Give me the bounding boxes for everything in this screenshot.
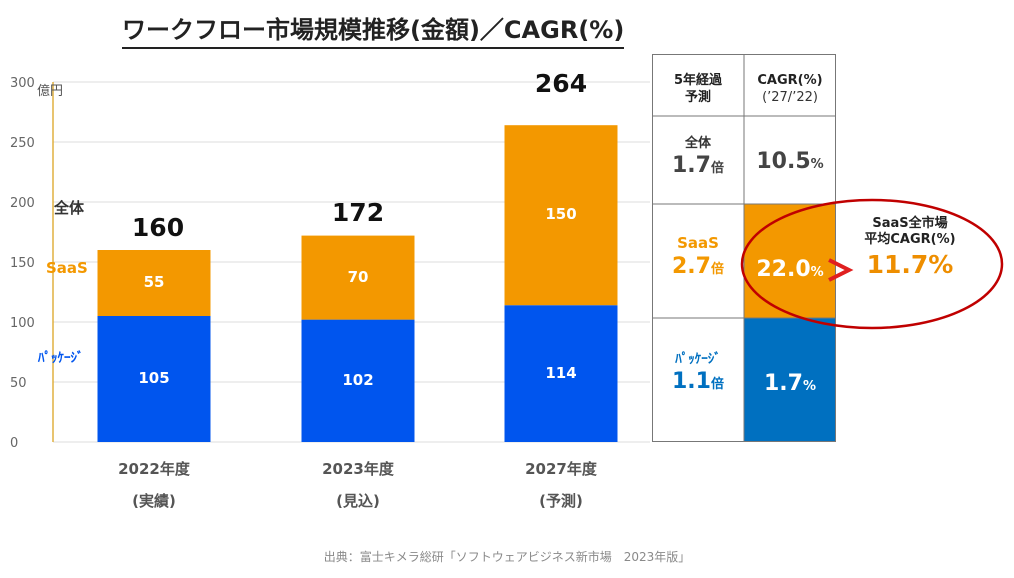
- page-title: ワークフロー市場規模推移(金額)／CAGR(%): [122, 10, 625, 49]
- total-multiple-unit: 倍: [710, 161, 724, 176]
- table-row-package-multiple-value: 1.1倍: [652, 369, 744, 394]
- y-tick-label: 100: [10, 316, 35, 331]
- x-axis-category-year: 2022年度: [118, 460, 190, 478]
- total-cagr-unit: %: [810, 157, 824, 172]
- saas-multiple-number: 2.7: [672, 254, 711, 279]
- x-axis-category-note: (予測): [539, 492, 583, 510]
- package-cagr-cell-fill: [744, 318, 836, 442]
- source-note: 出典：富士キメラ総研「ソフトウェアビジネス新市場 2023年版」: [323, 550, 691, 564]
- saas-multiple-unit: 倍: [710, 262, 724, 277]
- bar-total-label: 172: [331, 197, 385, 227]
- x-axis-category-note: (見込): [336, 492, 380, 510]
- callout-title: SaaS全市場 平均CAGR(%): [825, 216, 995, 248]
- bar-series: [97, 125, 618, 442]
- saas-cagr-unit: %: [810, 265, 824, 280]
- saas-average-cagr-callout: SaaS全市場 平均CAGR(%) 11.7%: [825, 216, 995, 279]
- package-cagr-unit: %: [802, 379, 816, 394]
- table-row-saas-cagr: 22.0%: [744, 257, 836, 282]
- callout-title-line2: 平均CAGR(%): [864, 232, 956, 247]
- bar-value-label-package: 114: [545, 363, 577, 382]
- legend-label-saas: SaaS: [46, 259, 88, 277]
- table-row-saas-multiple-value: 2.7倍: [652, 254, 744, 279]
- y-tick-label: 50: [10, 376, 27, 391]
- x-axis-category-note: (実績): [132, 492, 176, 510]
- table-header-cagr-line2: (’27/’22): [762, 90, 818, 105]
- bar-value-label-saas: 55: [143, 273, 165, 291]
- bar-saas-0: [97, 250, 211, 316]
- callout-title-line1: SaaS全市場: [872, 216, 948, 231]
- bar-saas-2: [504, 125, 618, 306]
- table-row-total-label: 全体: [684, 136, 711, 151]
- y-tick-label: 200: [10, 196, 35, 211]
- package-cagr-number: 1.7: [763, 371, 803, 396]
- bar-value-label-saas: 150: [545, 205, 577, 224]
- bar-package-1: [301, 319, 415, 442]
- bar-value-label-saas: 70: [347, 267, 369, 286]
- total-cagr-number: 10.5: [756, 149, 811, 174]
- y-axis-unit-label: 億円: [37, 84, 64, 99]
- table-row-saas-label: SaaS: [677, 234, 719, 252]
- table-row-total-multiple: 全体 1.7倍: [652, 132, 744, 178]
- bar-package-0: [97, 316, 211, 442]
- bar-saas-1: [301, 235, 415, 320]
- table-header-5yr: 5年経過 予測: [652, 72, 744, 106]
- table-header-cagr-line1: CAGR(%): [757, 73, 823, 88]
- bar-value-label-package: 105: [138, 369, 170, 387]
- x-axis-category-year: 2023年度: [322, 460, 394, 478]
- table-header-5yr-line2: 予測: [684, 90, 711, 105]
- table-row-package-label: ﾊﾟｯｹｰｼﾞ: [675, 352, 721, 367]
- table-row-total-cagr: 10.5%: [744, 149, 836, 174]
- total-multiple-number: 1.7: [672, 153, 711, 178]
- y-axis-ticks: 0 50 100 150 200 250 300: [10, 76, 35, 451]
- y-tick-label: 250: [10, 136, 35, 151]
- package-multiple-unit: 倍: [710, 377, 724, 392]
- package-multiple-number: 1.1: [672, 369, 711, 394]
- y-tick-label: 300: [10, 76, 35, 91]
- callout-value: 11.7%: [866, 250, 954, 279]
- bar-package-2: [504, 305, 618, 442]
- cagr-table: 5年経過 予測 CAGR(%) (’27/’22) 全体 1.7倍 10.5% …: [652, 54, 836, 442]
- table-header-5yr-line1: 5年経過: [673, 73, 723, 88]
- legend-label-package: ﾊﾟｯｹｰｼﾞ: [38, 351, 84, 366]
- bar-total-label: 264: [534, 69, 588, 99]
- bar-total-label: 160: [131, 213, 185, 242]
- saas-cagr-number: 22.0: [756, 257, 811, 282]
- legend-label-total: 全体: [54, 199, 85, 217]
- table-row-package-multiple: ﾊﾟｯｹｰｼﾞ 1.1倍: [652, 348, 744, 394]
- table-header-cagr: CAGR(%) (’27/’22): [744, 72, 836, 106]
- bar-value-label-package: 102: [342, 370, 374, 389]
- x-axis-category-year: 2027年度: [525, 460, 597, 478]
- y-tick-label: 150: [10, 256, 35, 271]
- y-tick-label: 0: [10, 436, 18, 451]
- table-row-total-multiple-value: 1.7倍: [652, 153, 744, 178]
- table-row-saas-multiple: SaaS 2.7倍: [652, 234, 744, 279]
- table-row-package-cagr: 1.7%: [744, 371, 836, 396]
